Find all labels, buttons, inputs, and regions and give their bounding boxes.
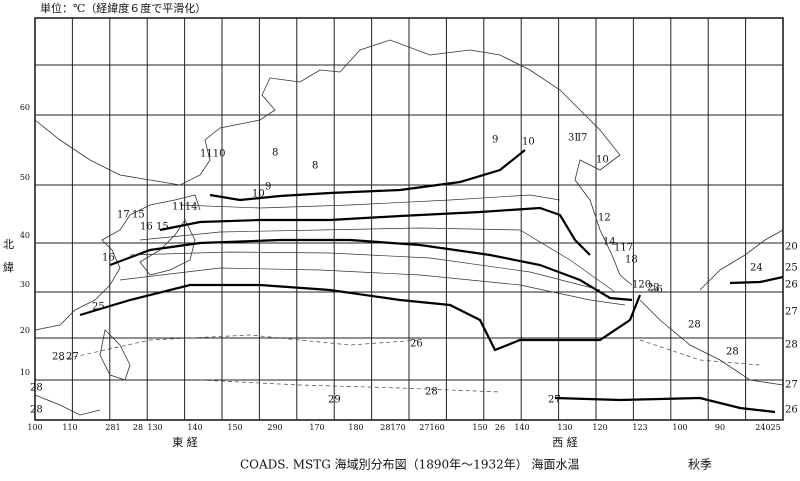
lon-label: 140 [514, 423, 529, 432]
lon-label: 170 [309, 423, 324, 432]
lon-label: 28170 [380, 423, 405, 432]
lat-label: 10 [20, 368, 30, 377]
unit-note: 単位：℃（経緯度６度で平滑化） [40, 1, 206, 15]
contour-label: 117 [614, 243, 633, 254]
contour-label: 25 [92, 302, 105, 313]
contour-label: 12 [598, 213, 611, 224]
contour-label: 1110 [200, 149, 225, 160]
graticule [35, 18, 783, 420]
lon-label: 140 [187, 423, 202, 432]
contour-label: 26 [650, 285, 663, 296]
lon-label: 100 [27, 423, 42, 432]
contour-label: 28 [688, 320, 701, 331]
contour-label: 27 [785, 307, 798, 318]
contour-label: 24 [750, 263, 763, 274]
contour-label: 120 [632, 280, 651, 291]
contour-label: 22 [647, 283, 660, 294]
lon-label: 110 [62, 423, 77, 432]
contour-label: 9 [265, 182, 271, 193]
contour-label: 26 [785, 405, 798, 416]
east-label: 東 経 [172, 436, 198, 449]
caption: COADS. MSTG 海域別分布図（1890年～1932年） 海面水温 [240, 457, 580, 472]
contour-label: 26 [785, 280, 798, 291]
isotherms [59, 149, 784, 414]
lon-label: 24025 [755, 423, 780, 432]
contour-label: 14 [603, 237, 616, 248]
contour-label: 1114 [172, 202, 197, 213]
lat-label: 40 [20, 231, 30, 240]
contour-label: 16 [102, 253, 115, 264]
contour-label: 10 [596, 155, 609, 166]
contour-label: 28 [785, 340, 798, 351]
contour-label: 9 [492, 135, 498, 146]
contour-labels: 9 10 3Ⅱ7 10 8 8 9 10 1110 1114 17 15 16 … [30, 133, 798, 416]
contour-label: 29 [328, 395, 341, 406]
lon-label: 130 [557, 423, 572, 432]
contour-label: 28 [30, 383, 43, 394]
contour-label: 28 [52, 352, 65, 363]
lat-word: 緯 [3, 260, 14, 274]
lon-label: 281 [105, 423, 120, 432]
contour-label: 15 [156, 222, 169, 233]
lon-label: 150 [227, 423, 242, 432]
contour-label: 16 [140, 222, 153, 233]
lon-label: 150 [472, 423, 487, 432]
lon-label: 100 [672, 423, 687, 432]
contour-label: 17 [117, 210, 130, 221]
contour-label: 28 [30, 405, 43, 416]
coastlines [34, 39, 784, 416]
contour-label: 27 [66, 352, 79, 363]
contour-label: 15 [132, 210, 145, 221]
lon-label: 123 [632, 423, 647, 432]
contour-label: 25 [785, 263, 798, 274]
lon-label: 28 [133, 423, 143, 432]
contour-label: 26 [410, 339, 423, 350]
contour-label: 8 [272, 148, 278, 159]
lat-label: 30 [20, 280, 30, 289]
lon-label: 130 [147, 423, 162, 432]
contour-label: 10 [522, 137, 535, 148]
contour-label: 27 [548, 395, 561, 406]
contour-label: 8 [312, 161, 318, 172]
contour-label: 18 [625, 255, 638, 266]
lat-word: 北 [3, 238, 14, 251]
lat-label: 20 [20, 326, 30, 335]
lon-label: 180 [348, 423, 363, 432]
lon-label: 27160 [419, 423, 444, 432]
lon-label: 120 [592, 423, 607, 432]
contour-label: 27 [785, 380, 798, 391]
caption-season: 秋季 [688, 458, 712, 472]
lat-label: 60 [20, 103, 30, 112]
lon-label: 90 [715, 423, 725, 432]
contour-label: 20 [785, 242, 798, 253]
contour-label: 3Ⅱ7 [568, 133, 588, 144]
contour-label: 28 [425, 387, 438, 398]
contour-label: 28 [726, 347, 739, 358]
contour-label: 10 [252, 189, 265, 200]
lon-label: 290 [267, 423, 282, 432]
west-label: 西 経 [552, 436, 578, 449]
lat-label: 50 [20, 173, 30, 182]
lon-label: 26 [495, 423, 505, 432]
